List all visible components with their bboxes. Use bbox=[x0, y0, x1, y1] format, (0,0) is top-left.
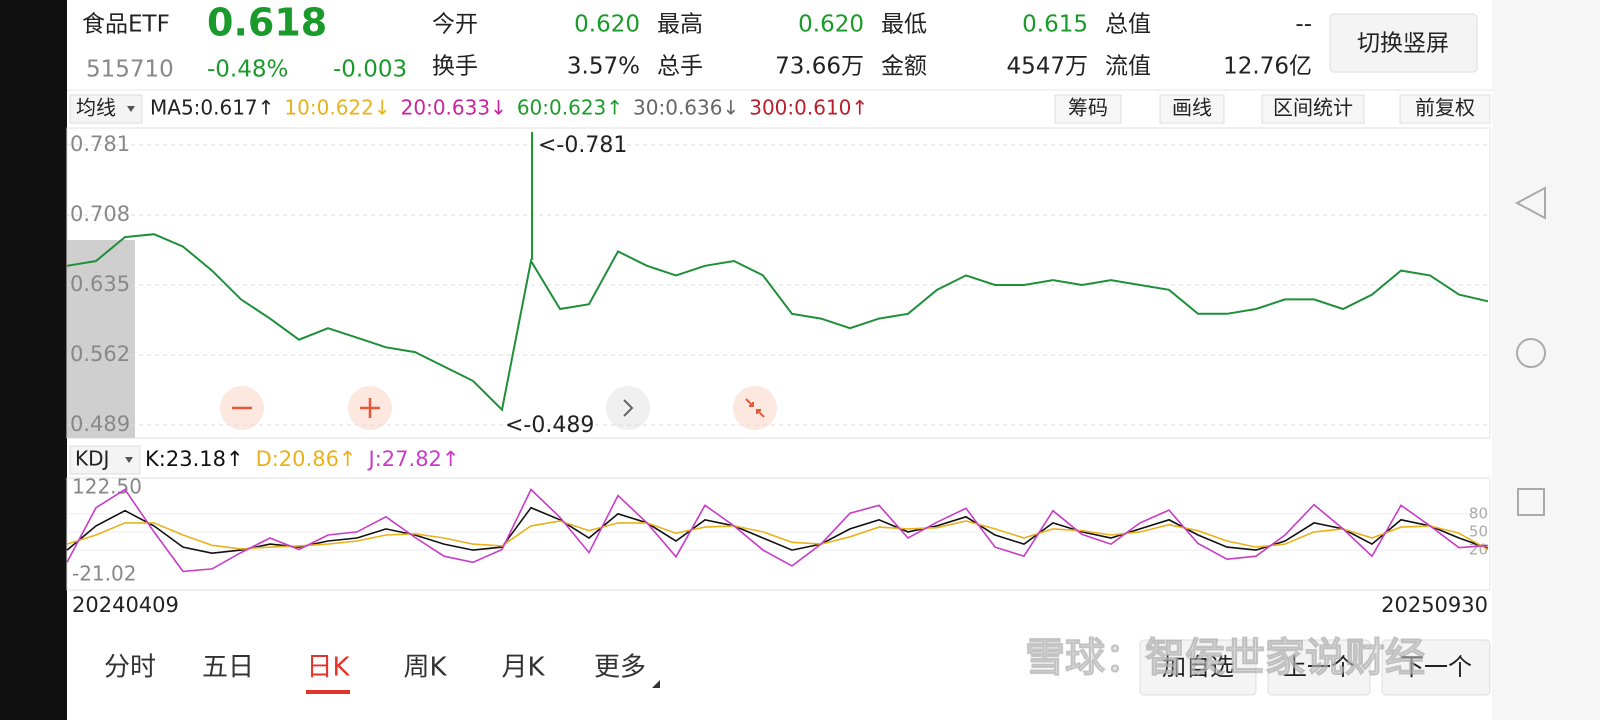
price: 0.618 bbox=[207, 1, 327, 45]
y-tick-label: 0.562 bbox=[70, 342, 130, 366]
tool-button-label: 画线 bbox=[1172, 96, 1212, 120]
code: 515710 bbox=[86, 57, 174, 83]
tool-button[interactable] bbox=[1399, 94, 1491, 124]
ma-value: 20:0.633↓ bbox=[401, 96, 507, 120]
ma-value: 10:0.622↓ bbox=[284, 96, 390, 120]
annotation: <-0.489 bbox=[505, 413, 594, 438]
ma-value: 30:0.636↓ bbox=[633, 96, 739, 120]
ma-value: 300:0.610↑ bbox=[749, 96, 868, 120]
x-tick-label: 20240409 bbox=[72, 593, 179, 617]
tool-button[interactable] bbox=[1159, 94, 1225, 124]
stat-label: 总手 bbox=[657, 54, 703, 80]
watermark: 雪球：智侯世家说财经 bbox=[1025, 635, 1425, 681]
change: -0.003 bbox=[333, 57, 407, 83]
ma-value: 60:0.623↑ bbox=[517, 96, 623, 120]
dropdown-arrow bbox=[125, 457, 133, 463]
change-pct: -0.48% bbox=[207, 57, 288, 83]
legend-entry: J:27.82↑ bbox=[367, 447, 460, 471]
kdj-line bbox=[66, 488, 1489, 573]
y-tick-label: 0.708 bbox=[70, 202, 130, 226]
scroll-shade bbox=[67, 240, 135, 438]
kdj-line bbox=[66, 520, 1489, 551]
tool-button-label: 前复权 bbox=[1415, 96, 1475, 120]
stat-label: 今开 bbox=[432, 12, 478, 38]
legend-entry: D:20.86↑ bbox=[256, 447, 357, 471]
stat-label: 总值 bbox=[1105, 12, 1151, 38]
fund-name: 食品ETF bbox=[82, 12, 170, 38]
action-button[interactable] bbox=[1381, 639, 1491, 696]
ma-value: MA5:0.617↑ bbox=[150, 96, 274, 120]
stat-label: 最低 bbox=[881, 12, 927, 38]
tab[interactable]: 五日 bbox=[202, 653, 254, 683]
stat-value: 3.57% bbox=[567, 54, 640, 80]
y-tick-label: 0.489 bbox=[70, 412, 130, 436]
rotate-button[interactable] bbox=[1329, 13, 1478, 73]
action-label: 加自选 bbox=[1162, 653, 1234, 681]
y-tick-label: 0.635 bbox=[70, 272, 130, 296]
tool-button-label: 区间统计 bbox=[1273, 96, 1353, 120]
legend-entry: K:23.18↑ bbox=[145, 447, 244, 471]
tab[interactable]: 更多 bbox=[594, 653, 646, 683]
home-icon[interactable] bbox=[1516, 338, 1546, 368]
recent-icon[interactable] bbox=[1517, 488, 1545, 516]
stat-value: 73.66万 bbox=[775, 54, 864, 80]
tool-button[interactable] bbox=[1054, 94, 1122, 124]
kdj-panel bbox=[66, 477, 1491, 591]
tab-underline bbox=[306, 690, 350, 694]
tool-button[interactable] bbox=[1261, 94, 1365, 124]
action-button[interactable] bbox=[1267, 639, 1371, 696]
tab[interactable]: 分时 bbox=[104, 653, 156, 683]
indicator-label: KDJ bbox=[75, 447, 109, 471]
y-tick-label: 122.50 bbox=[72, 475, 142, 499]
stat-label: 流值 bbox=[1105, 54, 1151, 80]
y-tick-label: -21.02 bbox=[72, 562, 136, 586]
tab[interactable]: 周K bbox=[403, 653, 447, 683]
annotation: <-0.781 bbox=[538, 133, 627, 158]
tab[interactable]: 月K bbox=[501, 653, 545, 683]
tab[interactable]: 日K bbox=[306, 653, 350, 683]
price-panel bbox=[66, 127, 1491, 439]
stat-label: 最高 bbox=[657, 12, 703, 38]
ma-label: 均线 bbox=[76, 96, 116, 120]
next-page-icon bbox=[623, 399, 634, 417]
action-button[interactable] bbox=[1139, 639, 1257, 696]
collapse-icon bbox=[745, 398, 765, 418]
tool-button-label: 筹码 bbox=[1068, 96, 1108, 120]
rotate-button-label: 切换竖屏 bbox=[1357, 31, 1449, 57]
side-panel bbox=[1492, 0, 1600, 720]
x-tick-label: 20250930 bbox=[1381, 593, 1488, 617]
action-label: 上一个 bbox=[1283, 653, 1355, 681]
stat-label: 换手 bbox=[432, 54, 478, 80]
stat-value: 12.76亿 bbox=[1223, 54, 1312, 80]
action-label: 下一个 bbox=[1400, 653, 1472, 681]
stat-value: 0.620 bbox=[574, 12, 640, 38]
stat-value: 0.615 bbox=[1022, 12, 1088, 38]
stat-value: 0.620 bbox=[798, 12, 864, 38]
stat-value: 4547万 bbox=[1006, 54, 1088, 80]
y-tick-label: 0.781 bbox=[70, 132, 130, 156]
dropdown-arrow bbox=[127, 106, 135, 112]
zoom-in-icon bbox=[360, 398, 380, 418]
guide-label: 80 bbox=[1469, 504, 1488, 522]
price-line bbox=[66, 233, 1489, 412]
stat-value: -- bbox=[1295, 12, 1312, 38]
left-bezel bbox=[0, 0, 67, 720]
stat-label: 金额 bbox=[881, 54, 927, 80]
back-icon[interactable] bbox=[1514, 186, 1546, 220]
next-page[interactable] bbox=[606, 386, 650, 430]
collapse[interactable] bbox=[733, 386, 777, 430]
guide-label: 50 bbox=[1469, 522, 1488, 540]
more-arrow bbox=[652, 680, 660, 688]
